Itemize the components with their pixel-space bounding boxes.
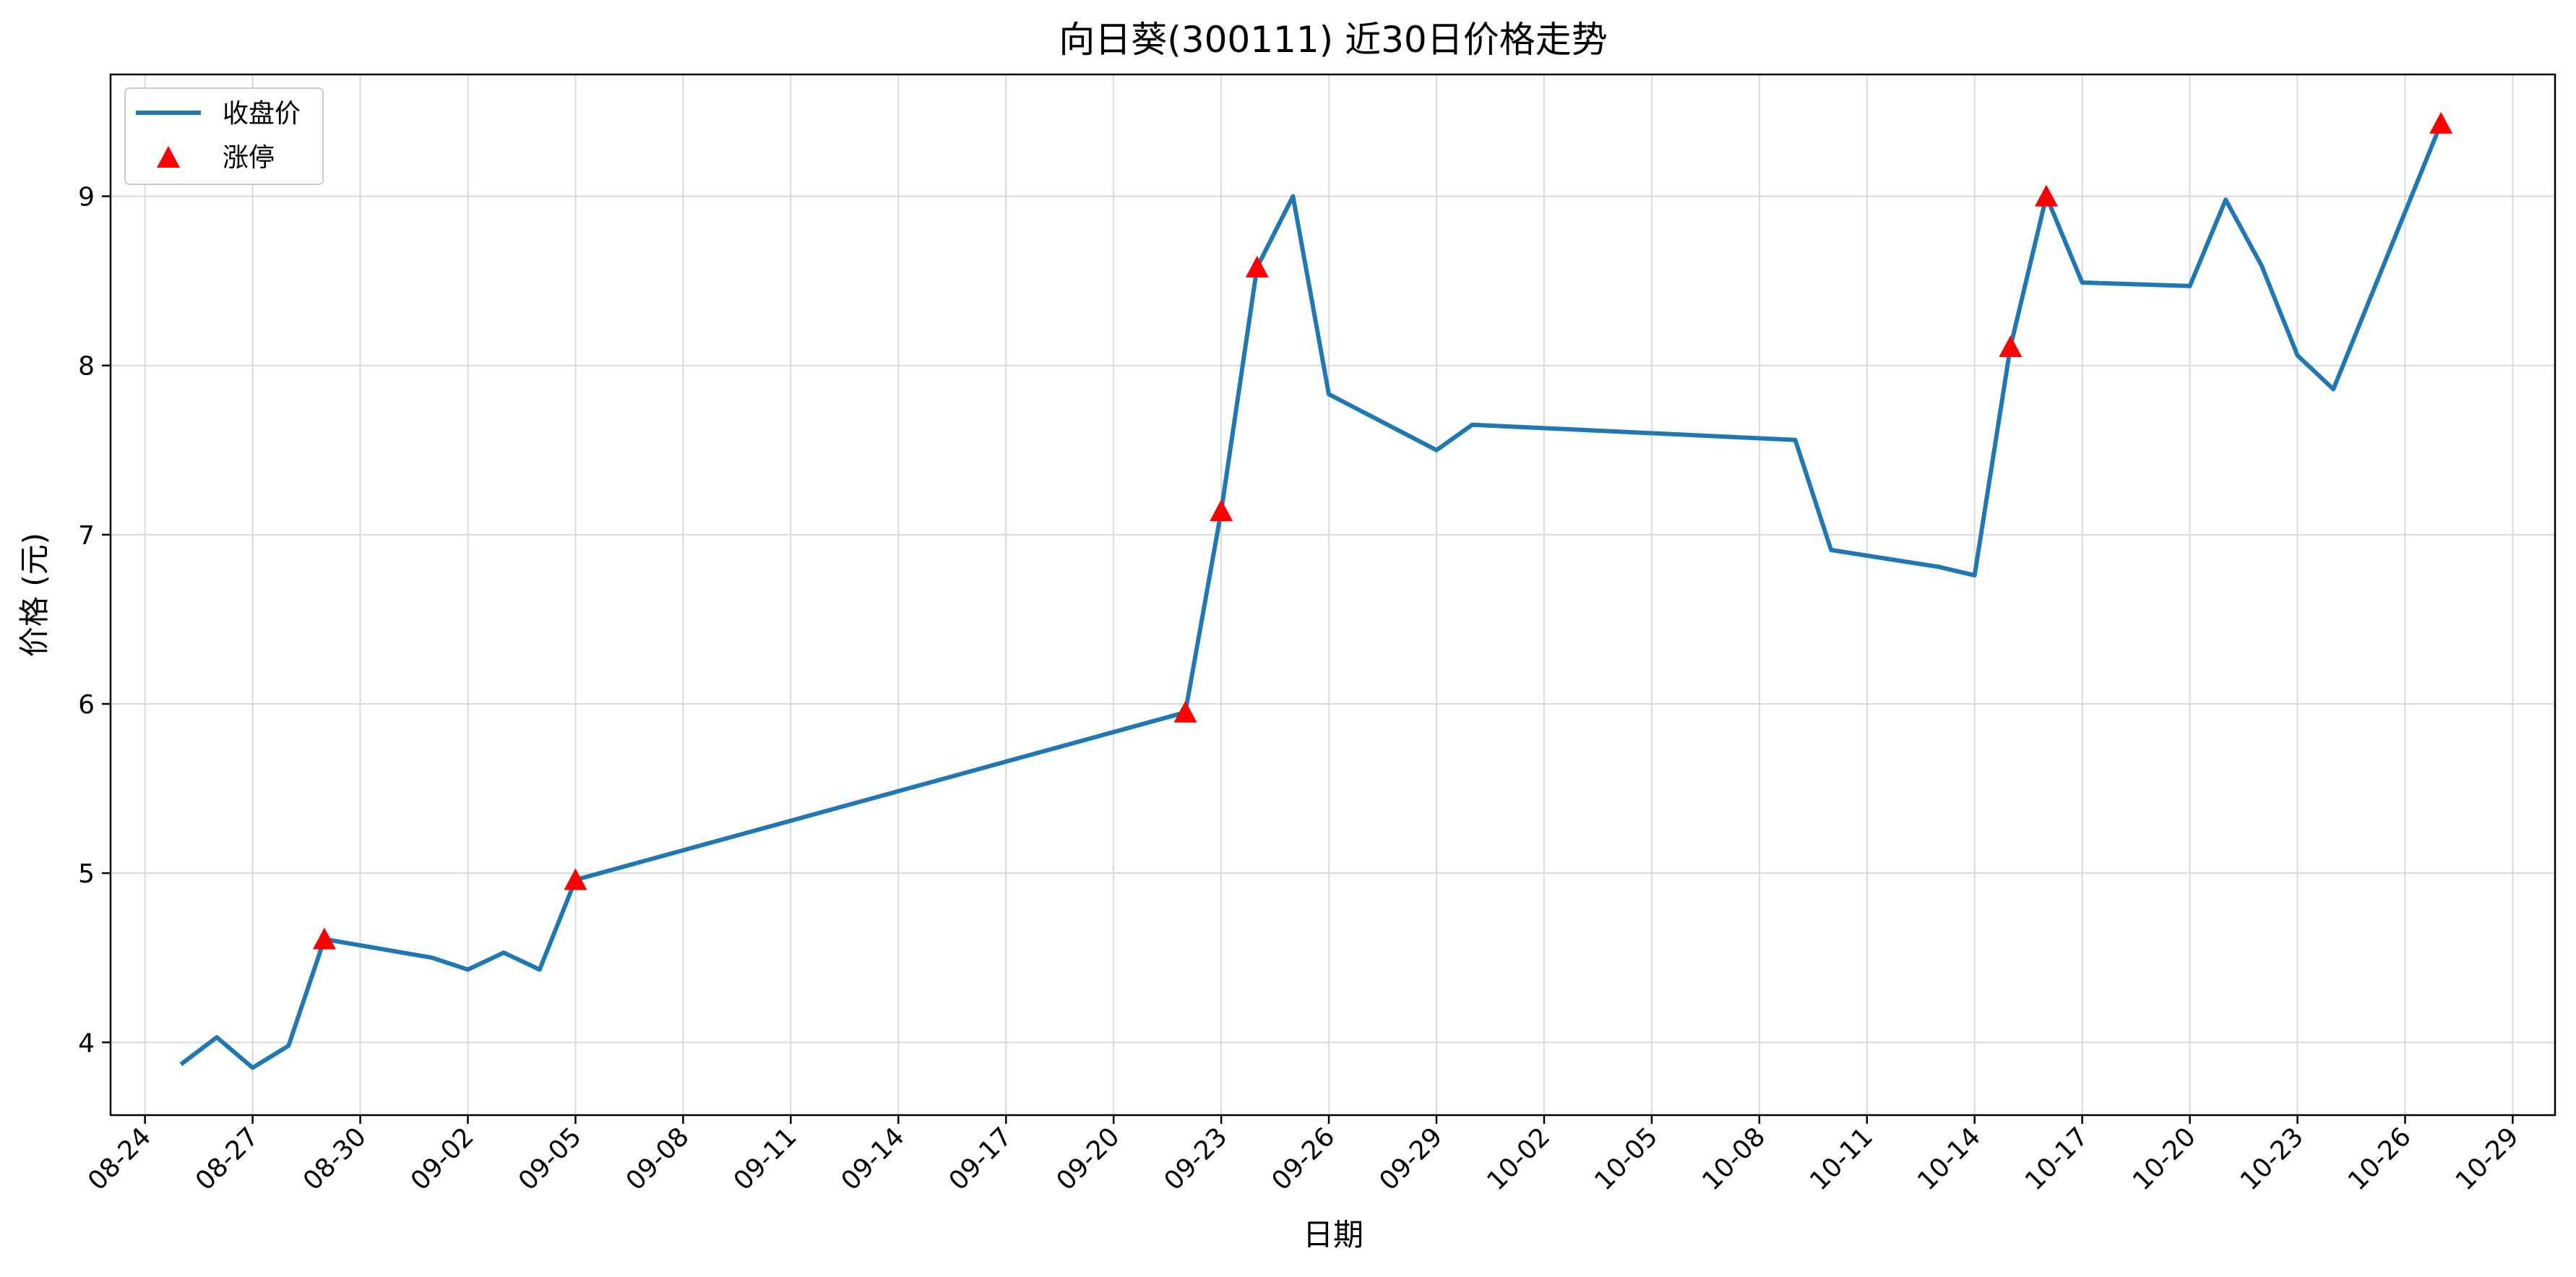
x-axis-label: 日期 [1303,1217,1364,1252]
x-tick-label: 09-02 [405,1122,480,1196]
x-tick-label: 09-20 [1051,1122,1126,1196]
x-tick-label: 10-11 [1804,1122,1879,1196]
x-tick-label: 10-26 [2343,1122,2417,1196]
y-tick-label: 6 [78,690,95,720]
x-tick-label: 10-02 [1481,1122,1556,1196]
y-tick-label: 9 [78,183,95,212]
x-tick-label: 09-05 [513,1122,587,1196]
x-tick-label: 10-08 [1697,1122,1771,1196]
x-tick-label: 08-24 [82,1122,157,1196]
series-layer [179,111,2453,1070]
plot-frame [109,73,2556,1117]
x-tick-label: 09-17 [944,1122,1018,1196]
limit-up-marker [2034,184,2058,207]
limit-up-marker [1210,499,1233,522]
x-tick-label: 09-08 [621,1122,695,1196]
x-tick-label: 10-20 [2127,1122,2202,1196]
legend-label-close: 收盘价 [223,99,301,129]
x-tick-label: 10-14 [1912,1122,1986,1196]
x-tick-label: 09-26 [1266,1122,1340,1196]
limit-up-marker [1173,700,1197,723]
limit-up-marker [2429,111,2453,134]
x-tick-label: 10-17 [2020,1122,2094,1196]
y-tick-label: 5 [78,859,95,889]
y-tick-label: 7 [78,521,95,551]
x-tick-label: 09-14 [836,1122,910,1196]
axis-ticks: 08-24 08-27 08-30 09-02 09-05 09-08 09-11 09-14… [78,183,2525,1197]
limit-up-marker [1999,335,2023,357]
chart-title: 向日葵(300111) 近30日价格走势 [1059,19,1607,61]
limit-up-marker [564,868,587,890]
y-tick-label: 4 [78,1028,95,1058]
x-tick-label: 08-30 [298,1122,372,1196]
y-axis-label: 价格 (元) [17,533,52,657]
limit-up-marker [312,927,336,950]
legend-label-limit-up: 涨停 [223,143,275,173]
x-tick-label: 09-11 [728,1122,803,1196]
legend-marker-swatch [157,146,180,168]
x-tick-label: 10-05 [1589,1122,1663,1196]
close-price-line [179,122,2443,1070]
x-tick-label: 10-29 [2450,1122,2525,1196]
y-tick-label: 8 [78,352,95,382]
x-tick-label: 10-23 [2235,1122,2309,1196]
x-tick-label: 09-29 [1374,1122,1448,1196]
x-tick-label: 09-23 [1158,1122,1233,1196]
grid-lines [111,74,2555,1115]
limit-up-marker [1245,255,1269,278]
legend: 收盘价 涨停 [124,87,324,185]
x-tick-label: 08-27 [190,1122,264,1196]
